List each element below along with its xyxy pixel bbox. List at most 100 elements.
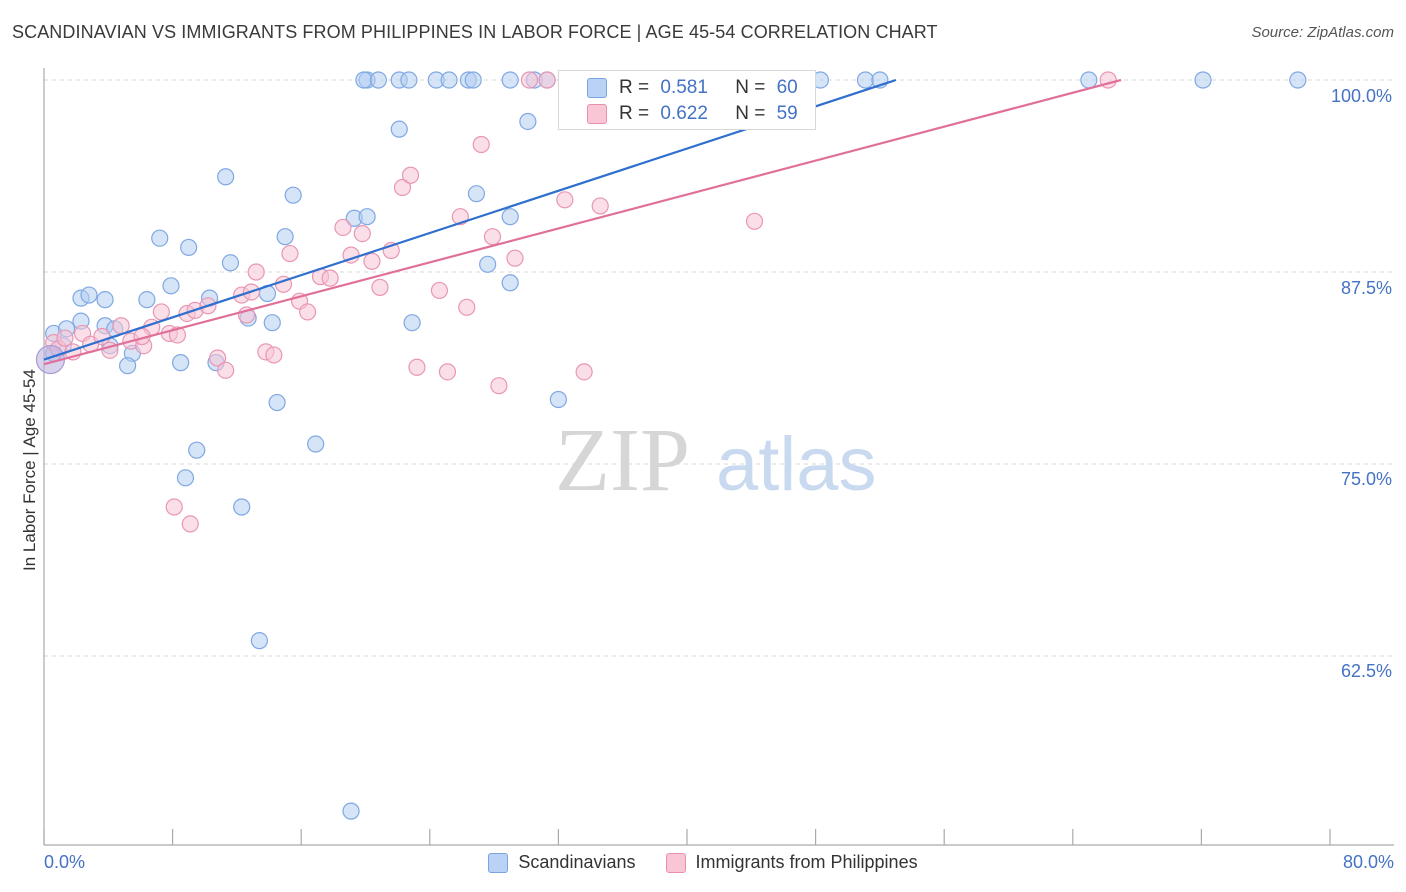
r-label: R =: [619, 103, 650, 124]
data-point: [575, 363, 593, 381]
data-point: [591, 197, 609, 215]
data-point: [307, 435, 325, 453]
data-point: [180, 238, 198, 257]
data-point: [162, 277, 180, 295]
n-value: 59: [776, 103, 798, 124]
data-point: [490, 377, 508, 395]
data-point: [363, 252, 381, 270]
data-point: [80, 286, 98, 304]
data-point: [501, 208, 519, 226]
data-point: [209, 349, 227, 367]
data-point: [342, 802, 360, 820]
data-point: [371, 278, 389, 296]
data-point: [281, 244, 299, 263]
data-point: [501, 274, 519, 292]
r-value: 0.581: [660, 77, 708, 98]
watermark-atlas: atlas: [716, 422, 877, 507]
series-legend: Scandinavians Immigrants from Philippine…: [0, 852, 1406, 873]
y-tick-label: 75.0%: [1340, 469, 1392, 489]
data-point: [221, 254, 240, 272]
stats-legend: R = 0.581 N = 60 R = 0.622 N = 59: [558, 70, 816, 130]
data-point: [403, 314, 421, 332]
pink-swatch-icon: [587, 104, 607, 124]
data-point: [506, 249, 524, 267]
data-point: [408, 358, 426, 376]
data-point: [464, 71, 482, 89]
legend-item-scandinavians[interactable]: Scandinavians: [488, 852, 636, 873]
blue-swatch-icon: [587, 78, 607, 98]
data-point: [438, 363, 457, 381]
data-point: [1194, 71, 1212, 89]
data-point: [401, 166, 420, 184]
data-point: [93, 327, 111, 346]
data-point: [217, 361, 235, 379]
data-point: [152, 303, 170, 321]
data-point: [369, 71, 387, 89]
data-point: [519, 112, 537, 131]
data-point: [247, 263, 265, 281]
x-tick-label-min: 0.0%: [44, 852, 86, 872]
data-point: [745, 212, 764, 230]
y-axis-label: In Labor Force | Age 45-54: [20, 369, 39, 571]
data-point: [479, 255, 497, 273]
data-point: [265, 346, 283, 364]
trend-line: [43, 78, 1122, 366]
data-point: [268, 393, 286, 412]
data-point: [284, 186, 302, 204]
data-point: [458, 298, 476, 316]
data-point: [250, 632, 269, 650]
data-point: [217, 168, 235, 186]
chart-title: SCANDINAVIAN VS IMMIGRANTS FROM PHILIPPI…: [12, 22, 938, 42]
data-point: [358, 208, 376, 226]
legend-item-philippines[interactable]: Immigrants from Philippines: [665, 852, 918, 873]
data-point: [1289, 71, 1307, 89]
n-value: 60: [776, 77, 798, 98]
data-point: [390, 120, 408, 138]
data-point: [501, 71, 519, 89]
data-point: [538, 71, 556, 89]
gridlines: [44, 79, 1394, 657]
data-point: [430, 281, 449, 300]
source-label: Source: ZipAtlas.com: [1251, 24, 1394, 41]
data-point: [118, 357, 137, 375]
data-point: [176, 469, 195, 487]
legend-label: Immigrants from Philippines: [695, 852, 918, 872]
data-point: [520, 71, 539, 89]
data-point: [151, 229, 169, 247]
data-point: [263, 314, 281, 332]
legend-label: Scandinavians: [518, 852, 636, 872]
data-point: [172, 354, 190, 372]
y-tick-label: 87.5%: [1340, 278, 1392, 298]
data-point: [440, 71, 458, 89]
n-label: N =: [735, 103, 766, 124]
data-point: [400, 71, 418, 89]
data-point: [467, 185, 486, 203]
data-point: [355, 71, 373, 89]
pink-swatch-icon: [665, 852, 686, 873]
data-point: [353, 225, 371, 243]
data-point: [233, 498, 251, 516]
data-point: [393, 178, 412, 197]
r-value: 0.622: [660, 103, 708, 124]
data-point: [1080, 71, 1098, 89]
blue-swatch-icon: [488, 852, 509, 873]
data-points: [35, 71, 1307, 820]
data-point: [334, 218, 352, 237]
axes: [43, 68, 1394, 846]
data-point: [165, 498, 183, 516]
y-tick-label: 100.0%: [1330, 86, 1392, 106]
data-point: [549, 390, 568, 409]
r-label: R =: [619, 77, 650, 98]
data-point: [276, 228, 294, 246]
data-point: [472, 135, 490, 154]
data-point: [181, 515, 199, 533]
data-point: [556, 191, 574, 209]
data-point: [188, 441, 206, 459]
data-point: [321, 269, 339, 287]
data-point: [96, 291, 114, 309]
data-point: [483, 228, 502, 246]
y-tick-label: 62.5%: [1340, 661, 1392, 681]
n-label: N =: [735, 77, 766, 98]
data-point: [299, 303, 317, 321]
